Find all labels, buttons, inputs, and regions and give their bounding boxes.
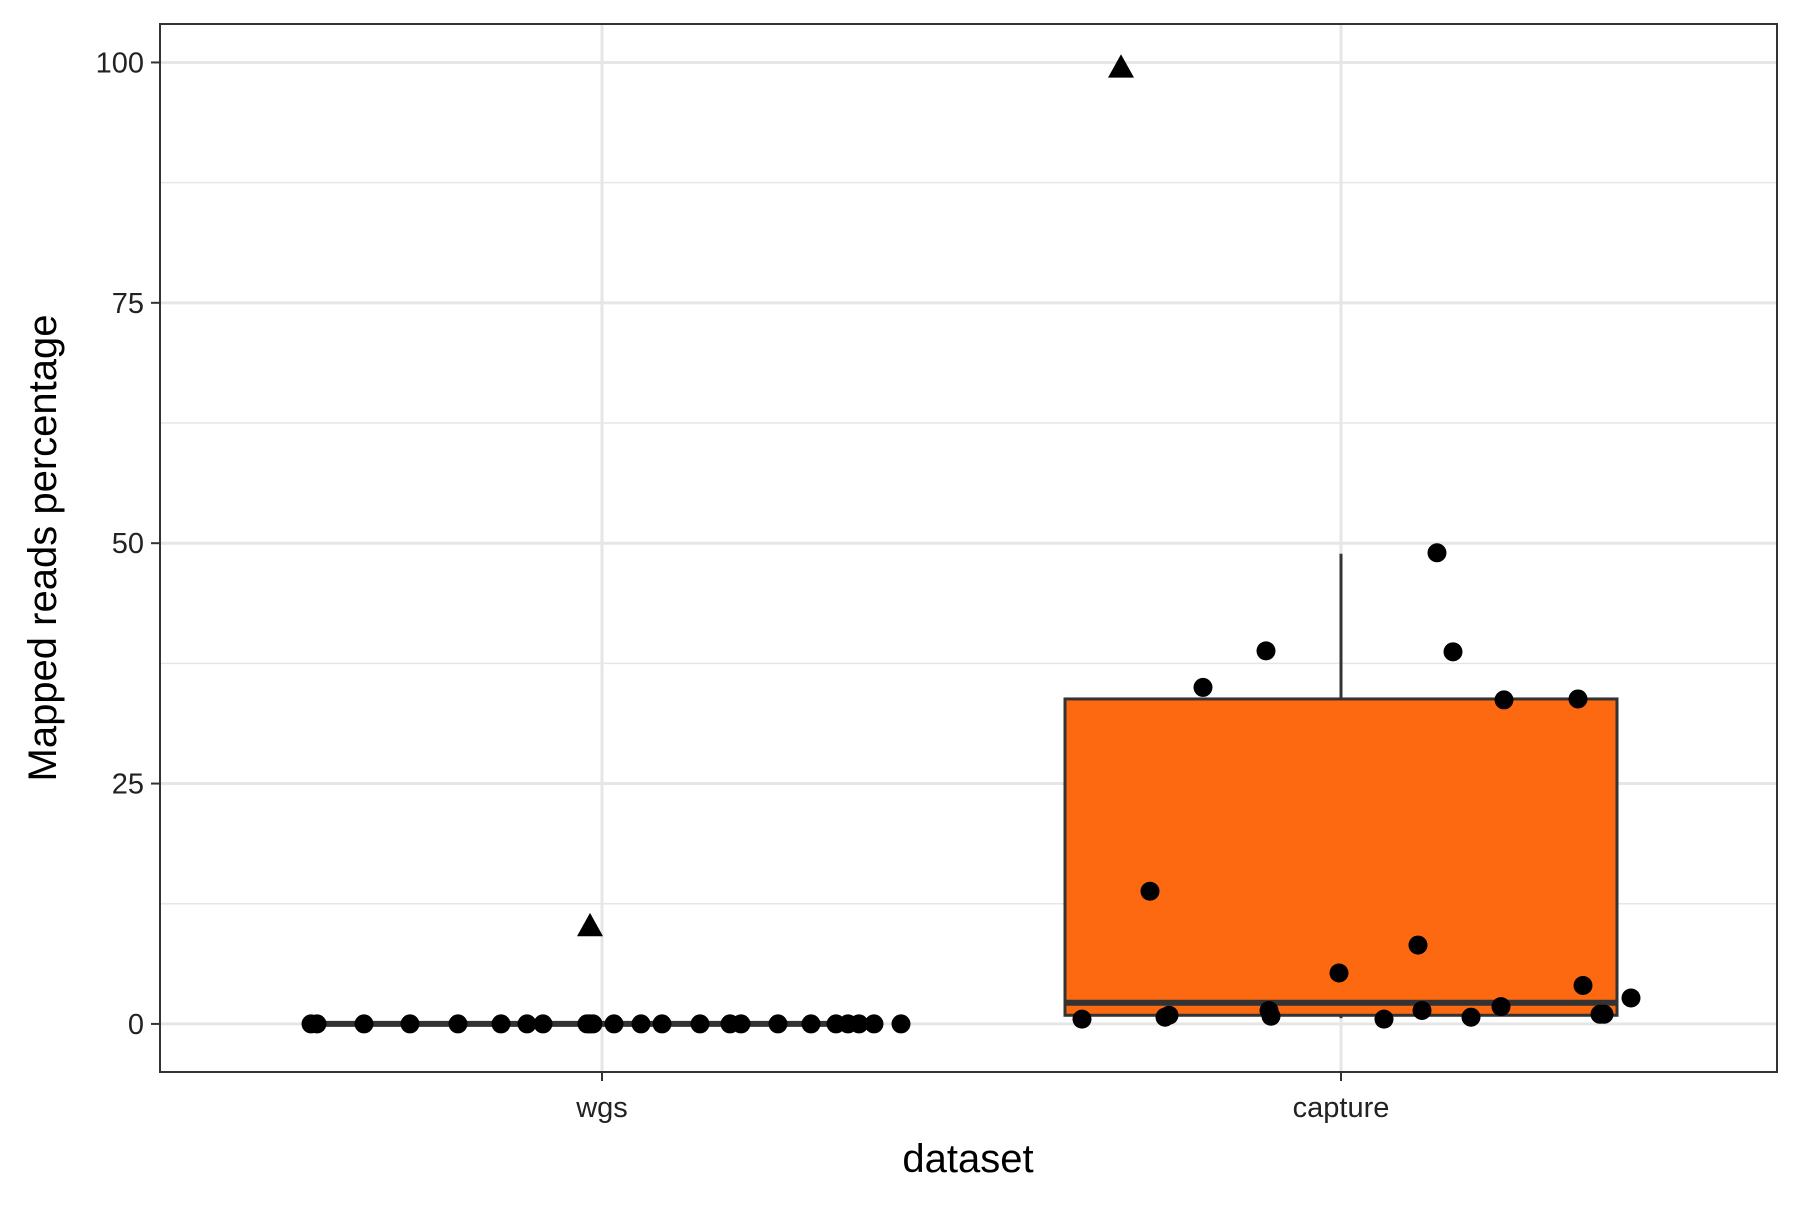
x-tick-label: capture <box>1293 1092 1390 1124</box>
data-point <box>584 1014 603 1033</box>
y-tick-label: 100 <box>96 47 144 79</box>
data-point <box>1409 936 1428 955</box>
data-point <box>1495 690 1514 709</box>
data-point <box>653 1014 672 1033</box>
data-point <box>1160 1006 1179 1025</box>
data-point <box>769 1014 788 1033</box>
y-axis-title: Mapped reads percentage <box>21 315 65 782</box>
data-point <box>534 1014 553 1033</box>
data-point <box>802 1014 821 1033</box>
data-point <box>865 1014 884 1033</box>
data-point <box>1413 1001 1432 1020</box>
data-point <box>1574 976 1593 995</box>
data-point <box>1428 543 1447 562</box>
data-point <box>1595 1005 1614 1024</box>
data-point <box>1073 1010 1092 1029</box>
data-point <box>691 1014 710 1033</box>
data-point <box>1260 1001 1279 1020</box>
data-point <box>1194 678 1213 697</box>
data-point <box>1492 997 1511 1016</box>
x-tick-label: wgs <box>575 1092 628 1124</box>
data-point <box>1257 641 1276 660</box>
y-tick-label: 50 <box>112 528 144 560</box>
y-tick-label: 25 <box>112 769 144 801</box>
data-point <box>401 1014 420 1033</box>
data-point <box>1141 882 1160 901</box>
data-point <box>732 1014 751 1033</box>
data-point <box>892 1014 911 1033</box>
data-point <box>449 1014 468 1033</box>
data-point <box>1569 689 1588 708</box>
data-point <box>1444 642 1463 661</box>
data-point <box>492 1014 511 1033</box>
x-axis-title: dataset <box>902 1137 1033 1181</box>
data-point <box>605 1014 624 1033</box>
data-point <box>308 1014 327 1033</box>
data-point <box>1375 1010 1394 1029</box>
data-point <box>632 1014 651 1033</box>
data-point <box>355 1014 374 1033</box>
data-point <box>1330 963 1349 982</box>
data-point <box>1462 1008 1481 1027</box>
y-tick-label: 0 <box>128 1009 144 1041</box>
data-point <box>1622 988 1641 1007</box>
y-tick-label: 75 <box>112 288 144 320</box>
